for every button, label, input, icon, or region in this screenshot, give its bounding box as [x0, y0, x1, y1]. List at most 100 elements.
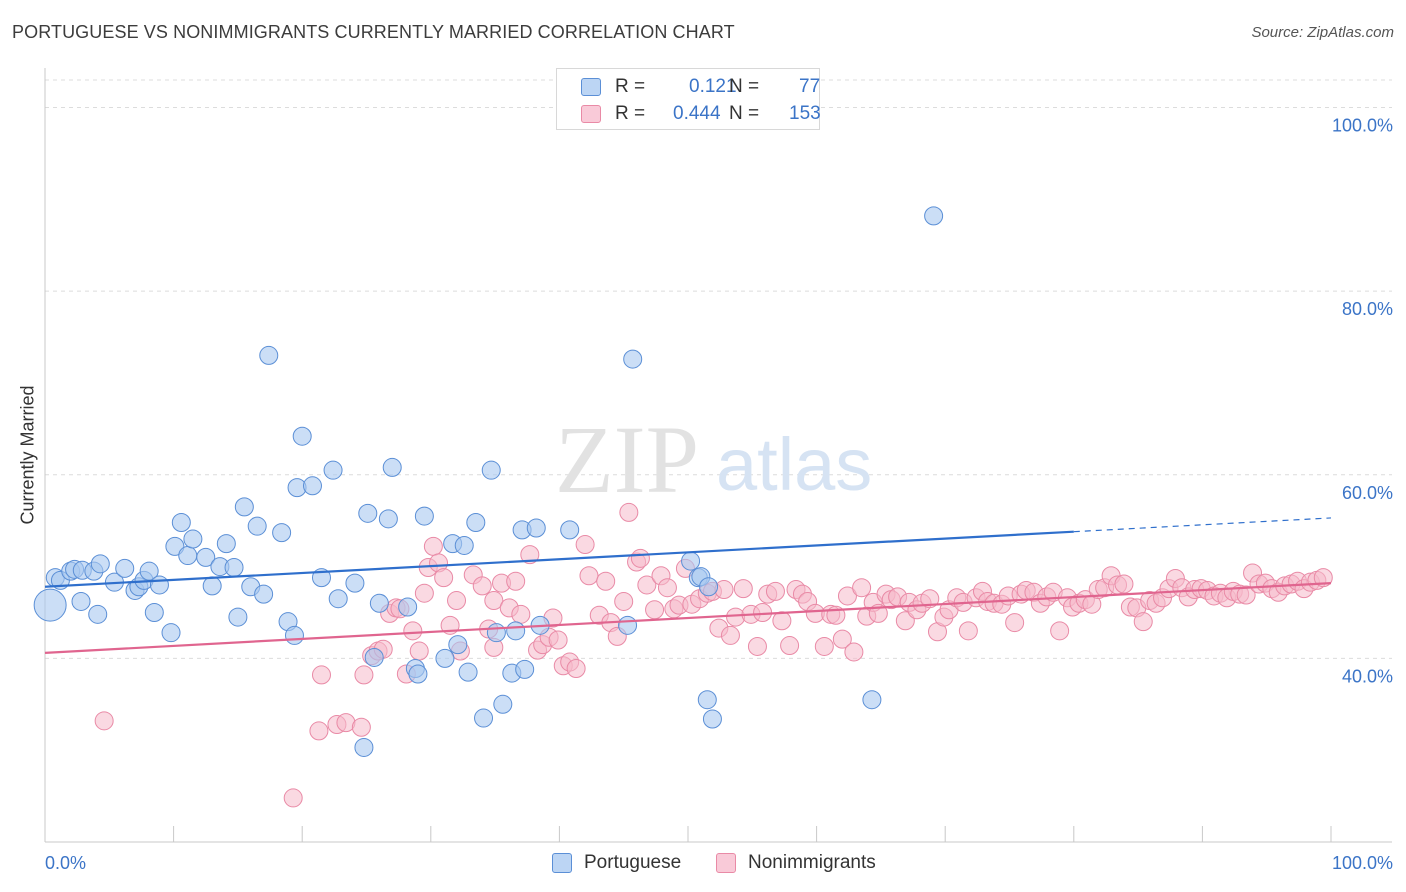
portuguese-point	[183, 529, 203, 549]
portuguese-point	[506, 621, 526, 641]
nonimmigrants-point	[472, 576, 492, 596]
portuguese-point	[171, 513, 191, 533]
portuguese-point	[196, 547, 216, 567]
nonimmigrants-point	[548, 630, 568, 650]
r-label: R =	[615, 76, 646, 97]
portuguese-point	[474, 708, 494, 728]
nonimmigrants-point	[403, 621, 423, 641]
portuguese-points	[33, 206, 944, 757]
y-tick-label: 80.0%	[1342, 299, 1393, 319]
nonimmigrants-point	[1313, 568, 1333, 588]
nonimmigrants-point	[309, 721, 329, 741]
nonimmigrants-point	[733, 579, 753, 599]
nonimmigrants-point	[637, 575, 657, 595]
nonimmigrants-point	[351, 717, 371, 737]
portuguese-point	[354, 737, 374, 757]
legend-label: Nonimmigrants	[748, 852, 876, 873]
portuguese-point	[466, 513, 486, 533]
portuguese-point	[144, 602, 164, 622]
portuguese-point	[149, 575, 169, 595]
nonimmigrants-point	[447, 591, 467, 611]
nonimmigrants-point	[283, 788, 303, 808]
portuguese-point	[681, 551, 701, 571]
nonimmigrants-point	[511, 604, 531, 624]
nonimmigrants-point	[958, 621, 978, 641]
nonimmigrants-point	[1133, 612, 1153, 632]
nonimmigrants-point	[94, 711, 114, 731]
portuguese-point	[493, 694, 513, 714]
portuguese-point	[526, 518, 546, 538]
nonimmigrants-swatch	[581, 105, 601, 123]
portuguese-point	[259, 345, 279, 365]
portuguese-point	[90, 554, 110, 574]
source-credit: Source: ZipAtlas.com	[1251, 24, 1394, 41]
nonimmigrants-point	[747, 636, 767, 656]
portuguese-point	[408, 664, 428, 684]
nonimmigrants-point	[844, 642, 864, 662]
portuguese-point	[71, 591, 91, 611]
nonimmigrants-point	[423, 536, 443, 556]
n-label: N =	[729, 103, 760, 124]
portuguese-point	[486, 623, 506, 643]
portuguese-point	[272, 523, 292, 543]
portuguese-point	[88, 604, 108, 624]
r-value: 0.444	[673, 103, 721, 124]
nonimmigrants-point	[414, 583, 434, 603]
portuguese-point	[284, 625, 304, 645]
portuguese-point	[618, 615, 638, 635]
portuguese-point	[515, 659, 535, 679]
portuguese-swatch	[581, 78, 601, 96]
nonimmigrants-point	[814, 636, 834, 656]
portuguese-point	[161, 623, 181, 643]
portuguese-point	[328, 589, 348, 609]
nonimmigrants-trend-line	[44, 582, 1332, 654]
watermark-atlas: atlas	[716, 423, 872, 506]
portuguese-trend-extension	[1073, 517, 1332, 533]
portuguese-point	[454, 535, 474, 555]
nonimmigrants-point	[434, 568, 454, 588]
portuguese-point	[292, 426, 312, 446]
nonimmigrants-point	[1114, 574, 1134, 594]
nonimmigrants-point	[575, 535, 595, 555]
series-legend: Portuguese Nonimmigrants	[0, 852, 1406, 878]
nonimmigrants-point	[614, 591, 634, 611]
portuguese-point	[358, 503, 378, 523]
portuguese-point	[382, 457, 402, 477]
x-tick-labels: 0.0% 100.0%	[45, 853, 1393, 873]
nonimmigrants-point	[753, 602, 773, 622]
portuguese-point	[254, 584, 274, 604]
n-label: N =	[729, 76, 760, 97]
chart-title: PORTUGUESE VS NONIMMIGRANTS CURRENTLY MA…	[12, 22, 735, 42]
nonimmigrants-point	[1236, 585, 1256, 605]
grid-lines	[45, 79, 1392, 659]
portuguese-point	[697, 690, 717, 710]
y-tick-label: 60.0%	[1342, 483, 1393, 503]
nonimmigrants-point	[720, 625, 740, 645]
nonimmigrants-point	[714, 580, 734, 600]
nonimmigrants-point	[726, 607, 746, 627]
nonimmigrants-point	[596, 571, 616, 591]
n-value: 153	[789, 103, 821, 124]
nonimmigrants-point	[772, 611, 792, 631]
nonimmigrants-point	[645, 600, 665, 620]
nonimmigrants-point	[837, 586, 857, 606]
nonimmigrants-point	[484, 591, 504, 611]
y-tick-labels: 40.0% 60.0% 80.0% 100.0%	[1332, 116, 1393, 687]
portuguese-point	[165, 536, 185, 556]
portuguese-point	[481, 460, 501, 480]
trend-lines	[44, 517, 1332, 654]
legend-label: Portuguese	[584, 852, 682, 873]
nonimmigrants-point	[354, 665, 374, 685]
watermark: ZIP atlas	[555, 406, 872, 513]
y-tick-label: 100.0%	[1332, 116, 1393, 136]
portuguese-point	[862, 690, 882, 710]
axes	[44, 68, 1392, 843]
x-tick-label-start: 0.0%	[45, 853, 86, 873]
nonimmigrants-point	[520, 545, 540, 565]
portuguese-point	[302, 476, 322, 496]
portuguese-point	[414, 506, 434, 526]
nonimmigrants-point	[506, 571, 526, 591]
nonimmigrants-swatch	[716, 853, 736, 873]
portuguese-point	[115, 558, 135, 578]
portuguese-trend-line	[44, 530, 1074, 588]
